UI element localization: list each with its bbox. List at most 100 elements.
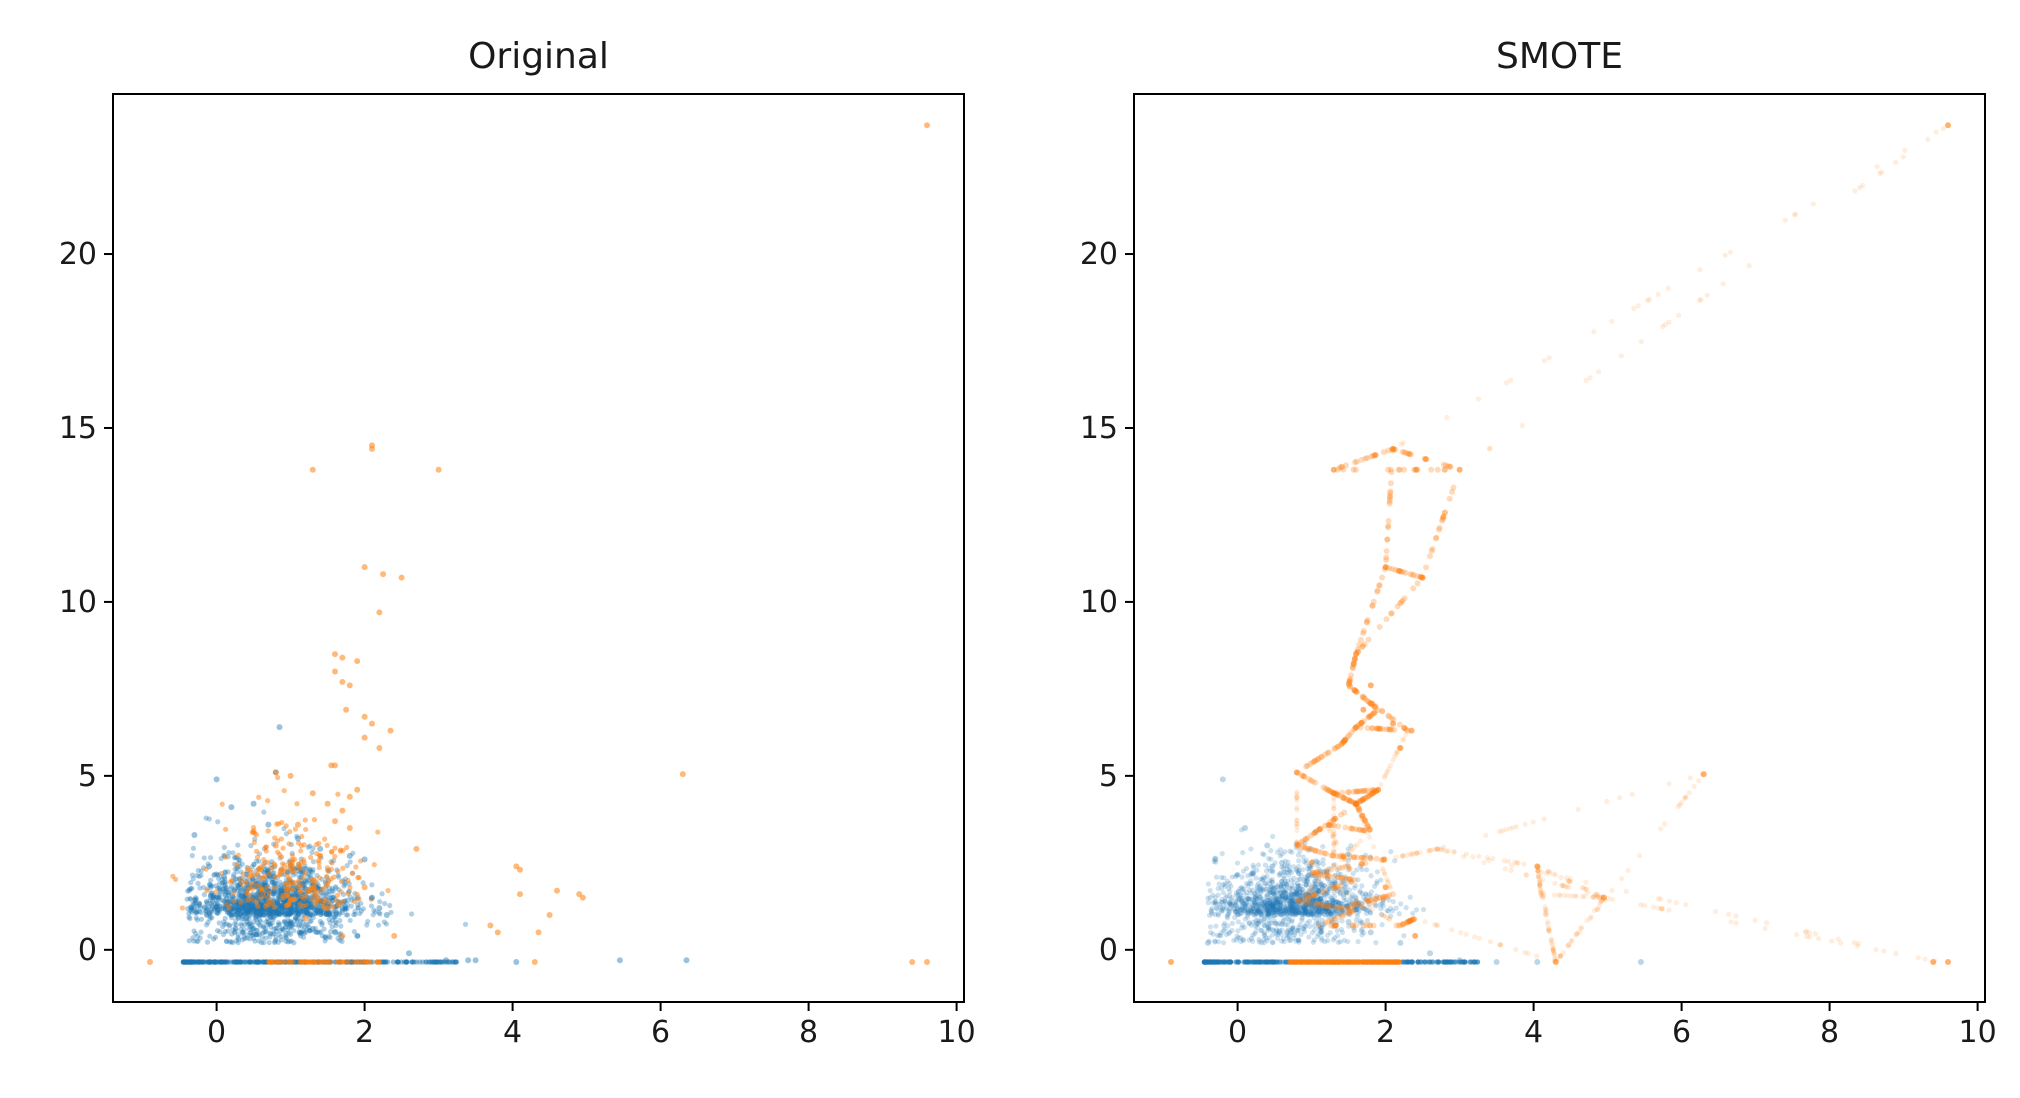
data-point [263,848,269,854]
data-point [195,959,201,965]
data-point [207,959,213,965]
data-point [263,959,270,965]
data-point [314,908,320,914]
data-point [257,923,263,929]
data-point [385,959,391,965]
data-point [1338,875,1345,882]
data-point [302,893,309,899]
data-point [192,931,199,937]
data-point [192,959,198,965]
data-point [287,910,294,916]
data-point [317,845,324,852]
data-point [258,906,265,912]
data-point [310,914,316,921]
data-point [1233,872,1240,878]
data-point [204,912,210,918]
data-point [344,863,350,869]
data-point [1373,940,1379,946]
data-point [292,959,298,965]
data-point [344,959,350,965]
data-point [343,912,349,918]
data-point [183,959,190,965]
data-point [383,921,390,927]
data-point [285,919,292,925]
data-point [260,959,267,965]
data-point [207,959,213,965]
data-point [234,909,240,915]
data-point [318,911,324,917]
data-point [277,911,284,918]
data-point [321,890,327,896]
data-point [283,935,290,941]
data-point [315,907,321,913]
data-point [517,866,523,873]
data-point [312,906,318,912]
data-point [1316,860,1322,866]
data-point [270,890,276,897]
data-point [276,959,282,965]
data-point [302,817,308,823]
data-point [228,939,234,945]
data-point [346,682,353,689]
data-point [251,904,257,910]
data-point [228,912,234,918]
data-point [230,904,236,910]
data-point [259,959,266,965]
data-point [272,939,278,946]
data-point [1462,959,1468,965]
data-point [226,911,233,917]
data-point [298,848,304,854]
data-point [225,909,231,916]
data-point [355,933,361,939]
data-point [1350,854,1357,861]
data-point [238,893,244,899]
data-point [253,882,260,888]
data-point [313,841,320,848]
data-point [246,907,252,914]
data-point [318,909,324,915]
data-point [1486,446,1493,452]
data-point [249,926,255,933]
data-point [1540,877,1546,883]
data-point [309,466,316,473]
data-point [304,926,310,932]
data-point [1410,572,1417,579]
data-point [1331,822,1337,828]
data-point [290,886,296,893]
data-point [281,868,287,875]
data-point [306,868,312,875]
data-point [193,896,200,902]
data-point [398,574,405,581]
data-point [279,910,285,916]
data-point [267,930,274,936]
data-point [276,911,282,917]
data-point [184,959,191,965]
data-point [260,959,266,965]
data-point [348,959,354,965]
data-point [339,959,345,965]
data-point [302,865,308,871]
data-point [249,896,255,902]
data-point [1587,375,1593,381]
data-point [265,916,271,922]
data-point [1359,932,1365,938]
data-point [323,911,329,917]
data-point [216,880,223,886]
data-point [1306,934,1312,940]
data-point [301,907,307,913]
data-point [344,906,350,912]
data-point [254,916,260,923]
data-point [300,857,307,863]
data-point [212,900,219,907]
data-point [259,908,266,914]
data-point [255,959,261,965]
data-point [228,885,234,892]
data-point [240,929,246,935]
data-point [274,959,280,965]
data-point [283,934,289,940]
dense-cloud [170,774,469,965]
data-point [326,889,332,895]
data-point [234,862,240,868]
data-point [208,909,215,915]
data-point [274,925,280,931]
